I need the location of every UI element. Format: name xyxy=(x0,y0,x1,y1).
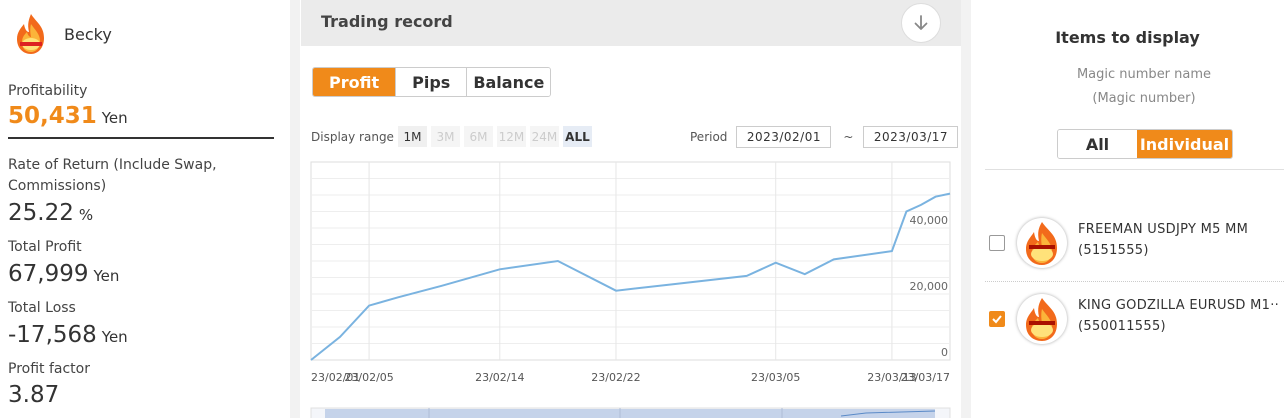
magic-label-line-1: Magic number name xyxy=(1076,67,1212,82)
chart-x-tick-label: 23/03/05 xyxy=(751,371,800,384)
total-profit-value: 67,999 Yen xyxy=(8,261,119,287)
profitability-unit: Yen xyxy=(101,109,128,127)
profitability-underline xyxy=(8,137,274,139)
items-title: Items to display xyxy=(1055,28,1200,47)
trading-record-title: Trading record xyxy=(321,12,453,31)
chart-x-tick-label: 23/02/14 xyxy=(475,371,524,384)
profitability-value: 50,431 Yen xyxy=(8,103,128,129)
left-panel: Becky Profitability 50,431 Yen Rate of Re… xyxy=(0,0,290,418)
period-to-input[interactable]: 2023/03/17 xyxy=(863,126,959,148)
ea-logo-icon xyxy=(1017,294,1067,344)
items-separator xyxy=(985,169,1284,170)
display-range: Display range 1M 3M 6M 12M 24M ALL xyxy=(311,126,592,147)
trading-record-panel: Trading record Profit Pips Balance Displ… xyxy=(301,0,961,418)
display-toggle: All Individual xyxy=(1057,129,1233,159)
magic-label-line-2: (Magic number) xyxy=(1092,91,1196,106)
right-divider xyxy=(961,0,971,418)
range-1m-button[interactable]: 1M xyxy=(397,126,427,147)
display-range-label: Display range xyxy=(311,129,394,144)
range-24m-button[interactable]: 24M xyxy=(529,126,559,147)
chart-x-tick-label: 23/03/17 xyxy=(901,371,950,384)
chart-tabs: Profit Pips Balance xyxy=(312,67,552,97)
trading-record-header: Trading record xyxy=(301,0,961,46)
period-label: Period xyxy=(690,130,728,144)
item-magic: (5151555) xyxy=(1078,243,1149,258)
item-name: KING GODZILLA EURUSD M1·· xyxy=(1078,298,1280,313)
total-loss-number: -17,568 xyxy=(8,322,97,348)
tab-profit[interactable]: Profit xyxy=(313,68,397,96)
chart-navigator-series xyxy=(840,410,936,417)
item-magic: (550011555) xyxy=(1078,319,1166,334)
range-6m-button[interactable]: 6M xyxy=(463,126,493,147)
user-name[interactable]: Becky xyxy=(64,24,112,44)
ea-logo-icon xyxy=(1017,218,1067,268)
period-from-input[interactable]: 2023/02/01 xyxy=(736,126,832,148)
magic-label: Magic number name (Magic number) xyxy=(971,63,1284,111)
chart-x-tick-label: 23/03/13 xyxy=(867,371,916,384)
ror-number: 25.22 xyxy=(8,200,74,226)
chart-navigator-window xyxy=(325,409,935,418)
chart-x-tick-label: 23/02/22 xyxy=(591,371,640,384)
profitability-number: 50,431 xyxy=(8,103,97,129)
item-checkbox[interactable] xyxy=(989,235,1005,251)
items-panel: Items to display Magic number name (Magi… xyxy=(971,0,1284,418)
total-loss-value: -17,568 Yen xyxy=(8,322,128,348)
toggle-individual[interactable]: Individual xyxy=(1137,130,1232,158)
toggle-all[interactable]: All xyxy=(1058,130,1137,158)
tab-pips[interactable]: Pips xyxy=(396,68,468,96)
profit-factor-label: Profit factor xyxy=(8,361,90,377)
profitability-label: Profitability xyxy=(8,83,88,99)
ror-value: 25.22% xyxy=(8,200,93,226)
range-12m-button[interactable]: 12M xyxy=(496,126,526,147)
total-profit-number: 67,999 xyxy=(8,261,89,287)
chart-y-tick-label: 40,000 xyxy=(910,214,949,227)
ror-unit: % xyxy=(78,206,94,224)
user-block: Becky xyxy=(12,12,112,56)
chart-series-line xyxy=(310,192,951,361)
item-separator xyxy=(985,281,1284,282)
check-icon xyxy=(992,315,1002,324)
profit-factor-value: 3.87 xyxy=(8,382,60,408)
range-3m-button[interactable]: 3M xyxy=(430,126,460,147)
period-selector: Period 2023/02/01 ~ 2023/03/17 xyxy=(690,126,959,148)
ror-label: Rate of Return (Include Swap, Commission… xyxy=(8,157,217,194)
range-all-button[interactable]: ALL xyxy=(562,126,592,147)
period-separator: ~ xyxy=(843,130,854,144)
total-profit-unit: Yen xyxy=(93,267,120,285)
total-loss-label: Total Loss xyxy=(8,300,76,316)
chart-y-tick-label: 20,000 xyxy=(910,280,949,293)
flame-avatar-icon xyxy=(17,14,44,54)
chart-x-tick-label: 23/02/01 xyxy=(311,371,360,384)
download-button[interactable] xyxy=(901,3,941,43)
chart-y-tick-label: 0 xyxy=(941,346,948,359)
arrow-down-icon xyxy=(914,15,928,30)
left-divider xyxy=(290,0,300,418)
tab-balance[interactable]: Balance xyxy=(467,68,551,96)
total-loss-unit: Yen xyxy=(101,328,128,346)
item-name: FREEMAN USDJPY M5 MM xyxy=(1078,222,1249,237)
total-profit-label: Total Profit xyxy=(8,239,82,255)
chart-x-tick-label: 23/02/05 xyxy=(344,371,393,384)
item-checkbox-checked[interactable] xyxy=(989,311,1005,327)
